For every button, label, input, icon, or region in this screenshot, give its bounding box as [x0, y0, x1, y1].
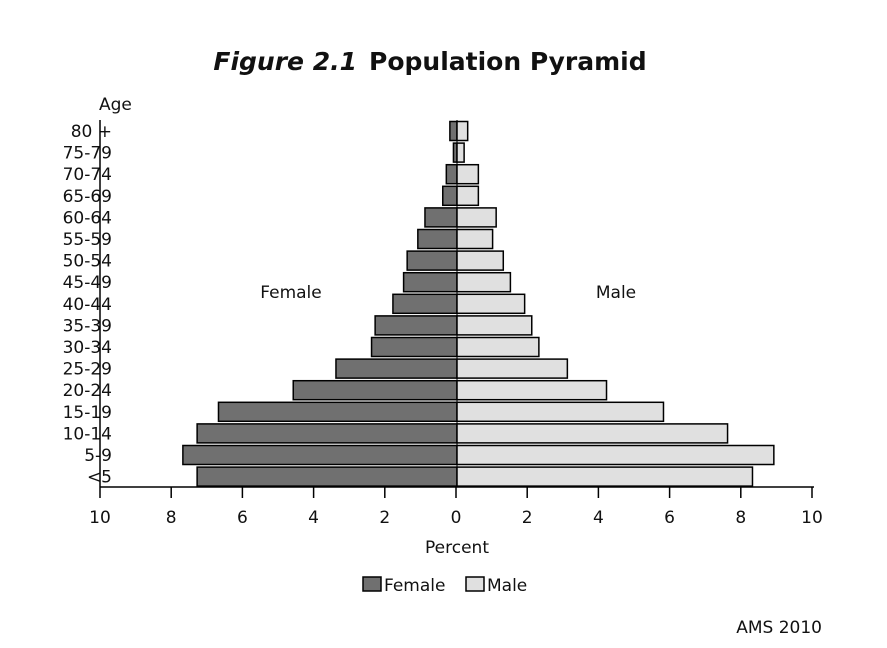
- x-tick-label: 6: [237, 508, 248, 528]
- age-tick-label: 70-74: [63, 165, 112, 185]
- age-tick-label: 20-24: [63, 381, 112, 401]
- y-axis-label: Age: [99, 95, 132, 115]
- bar-female: [392, 293, 458, 315]
- bar-female: [196, 423, 458, 444]
- x-tick-label: 10: [801, 508, 823, 528]
- bar-male: [456, 444, 775, 466]
- legend: Female Male: [362, 576, 527, 596]
- age-tick-label: 10-14: [63, 424, 112, 444]
- age-tick-label: 40-44: [63, 295, 112, 315]
- legend-swatch-female: [362, 576, 382, 592]
- bar-female: [196, 466, 458, 487]
- bar-female: [445, 163, 458, 185]
- x-tick-label: 0: [451, 508, 462, 528]
- x-tick-label: 10: [89, 508, 111, 528]
- bar-female: [335, 358, 458, 379]
- bar-female: [442, 185, 458, 207]
- age-tick-label: 80 +: [71, 122, 112, 142]
- age-tick-label: 35-39: [63, 316, 112, 336]
- age-tick-label: 25-29: [63, 360, 112, 380]
- bar-male: [456, 228, 494, 250]
- bar-male: [456, 185, 480, 207]
- legend-label-male: Male: [487, 576, 527, 596]
- x-axis-label: Percent: [425, 538, 489, 558]
- x-tick-label: 2: [379, 508, 390, 528]
- chart-title: Population Pyramid: [369, 47, 647, 76]
- bar-female: [402, 271, 458, 293]
- age-tick-label: 75-79: [63, 144, 112, 164]
- age-tick-label: 50-54: [63, 252, 112, 272]
- age-tick-label: 15-19: [63, 403, 112, 423]
- bar-female: [182, 444, 458, 466]
- bar-male: [456, 250, 505, 271]
- chart-title-line: Figure 2.1 Population Pyramid: [213, 47, 646, 76]
- bar-male: [456, 315, 533, 336]
- bar-male: [456, 207, 497, 228]
- bar-male: [456, 466, 754, 487]
- age-tick-label: 65-69: [63, 187, 112, 207]
- x-tick-label: 4: [308, 508, 319, 528]
- age-tick-label: 45-49: [63, 273, 112, 293]
- legend-swatch-male: [465, 576, 485, 592]
- bar-female: [217, 401, 458, 423]
- chart-title-prefix: Figure 2.1: [213, 47, 357, 76]
- bar-male: [456, 271, 512, 293]
- bar-male: [456, 293, 526, 315]
- bar-male: [456, 358, 569, 379]
- bar-female: [374, 315, 458, 336]
- source-note: AMS 2010: [736, 618, 822, 638]
- age-tick-label: 60-64: [63, 208, 112, 228]
- bar-male: [456, 120, 469, 142]
- male-annotation: Male: [596, 283, 636, 303]
- x-tick-label: 2: [522, 508, 533, 528]
- bar-female: [406, 250, 458, 271]
- bar-male: [456, 401, 665, 423]
- bar-male: [456, 379, 608, 401]
- x-tick-label: 8: [735, 508, 746, 528]
- bar-female: [424, 207, 458, 228]
- x-tick-label: 6: [664, 508, 675, 528]
- age-tick-label: 55-59: [63, 230, 112, 250]
- bar-female: [417, 228, 458, 250]
- x-tick-label: 4: [593, 508, 604, 528]
- bar-female: [292, 379, 458, 401]
- bar-male: [456, 163, 480, 185]
- bar-female: [370, 336, 458, 358]
- female-annotation: Female: [260, 283, 321, 303]
- bar-male: [456, 336, 540, 358]
- bar-male: [456, 142, 465, 163]
- legend-label-female: Female: [384, 576, 445, 596]
- bar-female: [449, 120, 458, 142]
- bar-male: [456, 423, 729, 444]
- age-tick-label: 5-9: [84, 446, 112, 466]
- x-tick-label: 8: [166, 508, 177, 528]
- age-tick-label: 30-34: [63, 338, 112, 358]
